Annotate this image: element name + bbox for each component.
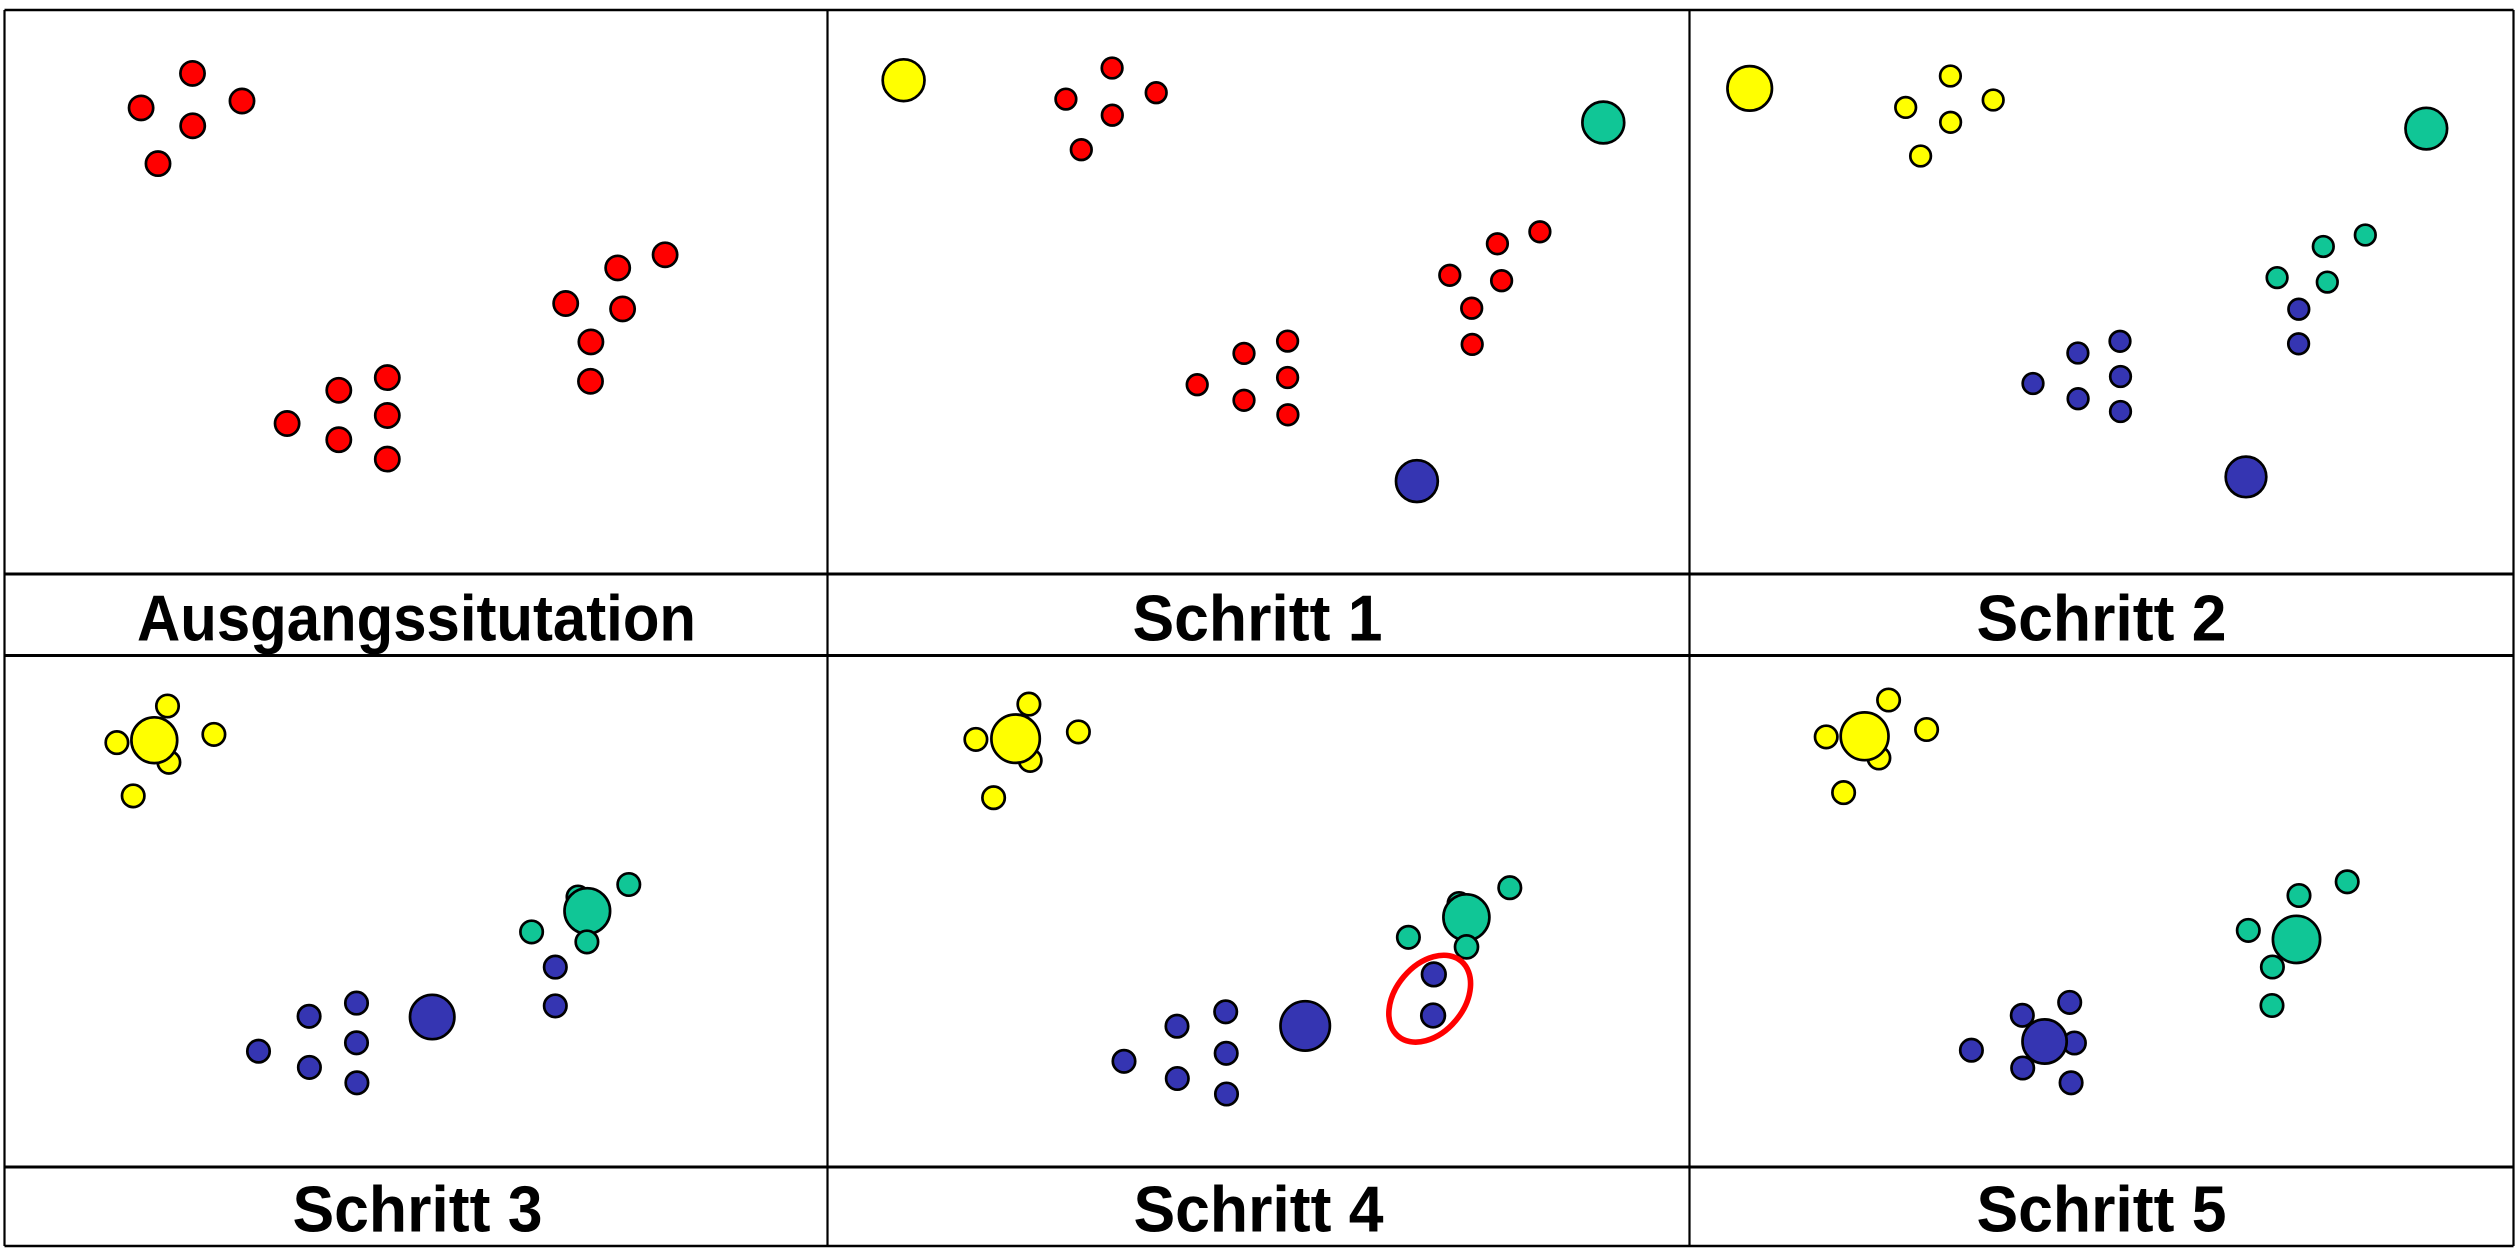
svg-text:Schritt 1: Schritt 1 <box>1133 582 1383 655</box>
svg-text:Schritt 5: Schritt 5 <box>1977 1173 2227 1246</box>
svg-text:Schritt 4: Schritt 4 <box>1134 1173 1384 1246</box>
svg-text:Schritt 2: Schritt 2 <box>1977 582 2227 655</box>
svg-text:Ausgangssitutation: Ausgangssitutation <box>137 582 696 655</box>
svg-text:Schritt 3: Schritt 3 <box>293 1173 543 1246</box>
